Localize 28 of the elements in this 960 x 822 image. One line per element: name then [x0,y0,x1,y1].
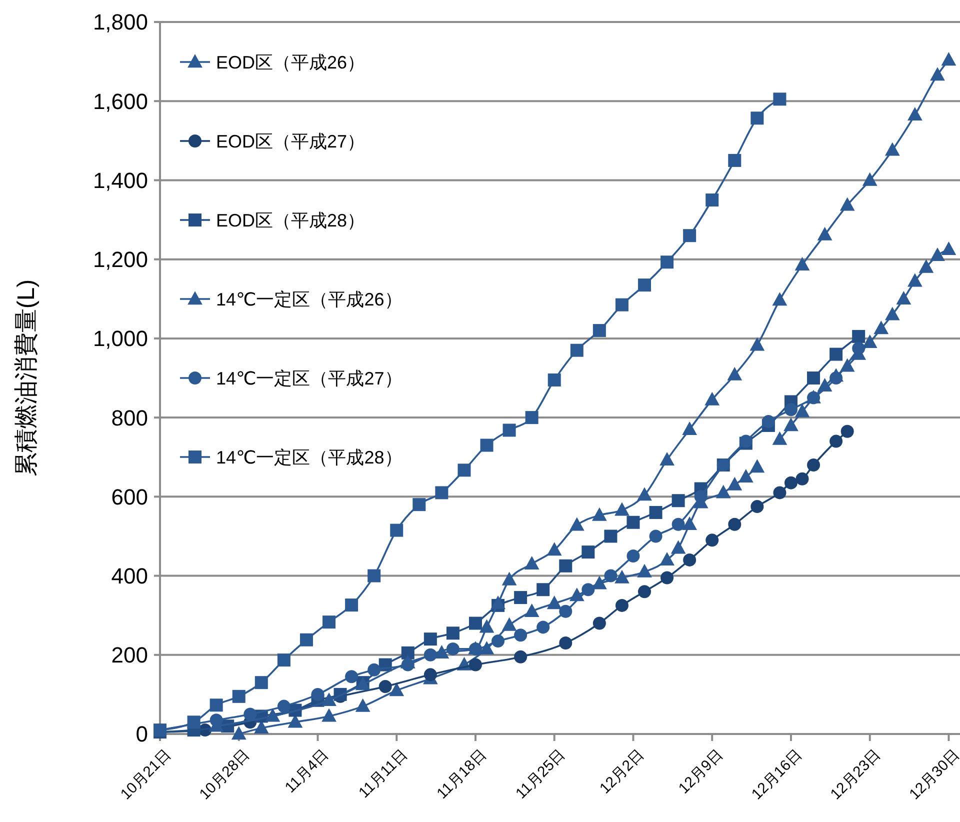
legend-label: EOD区（平成26） [216,52,366,72]
x-tick-label: 11月18日 [434,746,490,802]
legend-label: 14℃一定区（平成27） [216,368,402,388]
x-tick-label: 11月11日 [356,746,411,802]
x-tick-label: 12月2日 [596,746,648,798]
x-tick-label: 11月4日 [282,746,332,796]
y-tick-label: 800 [111,405,148,430]
x-tick-label: 11月25日 [512,746,569,802]
x-tick-label: 12月23日 [827,746,884,804]
x-tick-label: 12月16日 [748,746,806,804]
x-tick-label: 10月28日 [196,746,254,804]
y-tick-label: 600 [111,484,148,510]
y-tick-label: 1,400 [92,168,148,193]
y-tick-label: 400 [111,563,148,588]
y-tick-label: 0 [136,722,148,747]
y-tick-label: 1,000 [92,326,148,352]
x-tick-label: 10月21日 [117,746,174,804]
legend-label: EOD区（平成27） [216,131,366,152]
legend-label: 14℃一定区（平成26） [216,289,402,310]
x-tick-label: 12月30日 [906,746,960,804]
y-tick-label: 1,600 [92,88,148,114]
y-tick-label: 1,200 [92,247,148,272]
legend-label: 14℃一定区（平成28） [216,447,402,468]
y-tick-label: 1,800 [92,10,148,35]
y-tick-label: 200 [111,642,148,668]
y-axis-title: 累積燃油消費量(L) [13,279,40,477]
legend-label: EOD区（平成28） [216,210,366,230]
x-tick-label: 12月9日 [675,746,726,798]
